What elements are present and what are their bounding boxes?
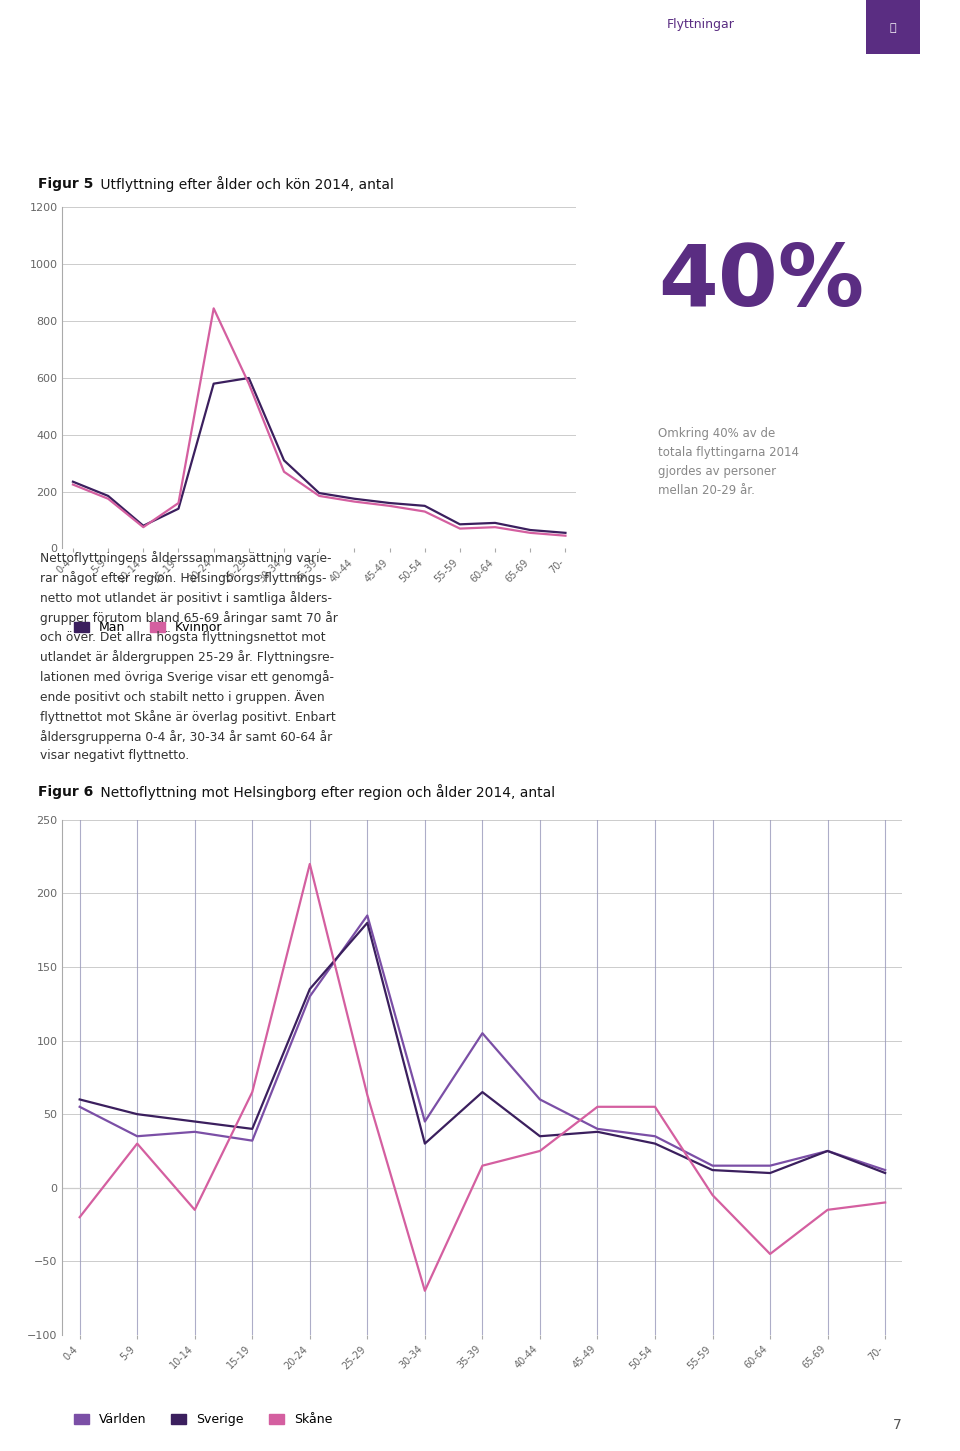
Text: Nettoflyttningens ålderssammansättning varie-
rar något efter region. Helsingbor: Nettoflyttningens ålderssammansättning v… [40,551,338,762]
Text: Flyttningar: Flyttningar [667,19,735,30]
Text: 7: 7 [893,1418,902,1432]
Text: Omkring 40% av de
totala flyttingarna 2014
gjordes av personer
mellan 20-29 år.: Omkring 40% av de totala flyttingarna 20… [659,427,799,496]
Legend: Män, Kvinnor: Män, Kvinnor [69,617,228,638]
Text: Nettoflyttning mot Helsingborg efter region och ålder 2014, antal: Nettoflyttning mot Helsingborg efter reg… [96,785,555,800]
Text: 40%: 40% [659,241,864,324]
Text: Figur 6: Figur 6 [38,785,94,800]
Legend: Världen, Sverige, Skåne: Världen, Sverige, Skåne [69,1407,337,1431]
Text: Figur 5: Figur 5 [38,177,94,192]
Text: ⬜: ⬜ [890,23,896,33]
Text: Utflyttning efter ålder och kön 2014, antal: Utflyttning efter ålder och kön 2014, an… [96,177,394,192]
Circle shape [852,0,933,67]
